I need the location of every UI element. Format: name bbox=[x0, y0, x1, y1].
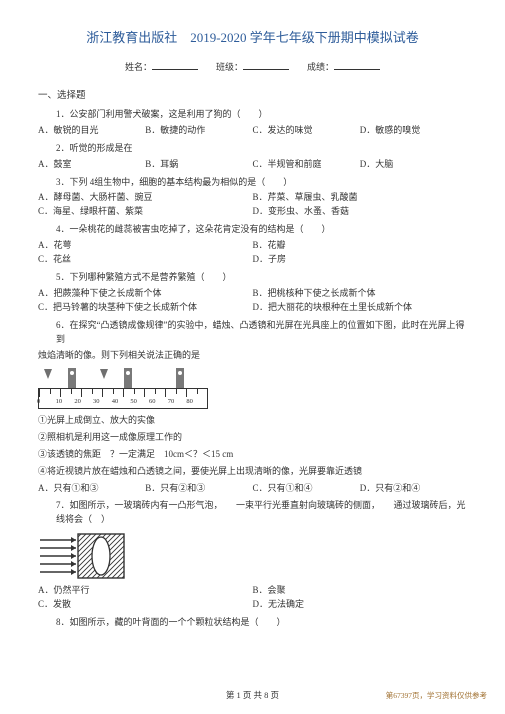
q6-stem-line1: 6．在探究“凸透镜成像规律”的实验中，蜡烛、凸透镜和光屏在光具座上的位置如下图，… bbox=[56, 319, 467, 347]
q7-opt-c[interactable]: C．发散 bbox=[38, 598, 253, 612]
q3-opt-d[interactable]: D．变形虫、水蚤、香菇 bbox=[253, 205, 468, 219]
section-1-heading: 一、选择题 bbox=[38, 89, 467, 104]
q2-opt-b[interactable]: B．耳蜗 bbox=[145, 158, 252, 172]
ruler-label: 80 bbox=[186, 397, 205, 407]
q4-stem: 4．一朵桃花的雌蕊被害虫吃掉了，这朵花肯定没有的结构是（ ） bbox=[56, 223, 467, 237]
q7-opt-a[interactable]: A．仍然平行 bbox=[38, 584, 253, 598]
lens-icon bbox=[100, 369, 108, 379]
q1-options: A．敏锐的目光 B．敏捷的动作 C．发达的味觉 D．敏感的嗅觉 bbox=[38, 124, 467, 138]
q2-options: A．鼓室 B．耳蜗 C．半规管和前庭 D．大脑 bbox=[38, 158, 467, 172]
q6-sub3: ③该透镜的焦距 ？一定满足 10cm＜？＜15 cm bbox=[38, 448, 467, 462]
q7-opt-b[interactable]: B．会聚 bbox=[253, 584, 468, 598]
q1-opt-d[interactable]: D．敏感的嗅觉 bbox=[360, 124, 467, 138]
q4-options: A．花萼 B．花瓣 C．花丝 D．子房 bbox=[38, 239, 467, 267]
name-blank[interactable] bbox=[152, 60, 198, 70]
ruler-ticks bbox=[39, 389, 207, 397]
q2-opt-a[interactable]: A．鼓室 bbox=[38, 158, 145, 172]
q6-sub2: ②照相机是利用这一成像原理工作的 bbox=[38, 431, 467, 445]
q4-opt-c[interactable]: C．花丝 bbox=[38, 253, 253, 267]
slider-2-icon bbox=[124, 368, 132, 388]
q3-opt-c[interactable]: C．海星、绿眼杆菌、紫菜 bbox=[38, 205, 253, 219]
q2-stem: 2．听觉的形成是在 bbox=[56, 142, 467, 156]
screen-icon bbox=[176, 368, 184, 388]
q1-opt-c[interactable]: C．发达的味觉 bbox=[253, 124, 360, 138]
slider-1-icon bbox=[68, 368, 76, 388]
q6-sub4: ④将近视镜片放在蜡烛和凸透镜之间，要使光屏上出现清晰的像，光屏要靠近透镜 bbox=[38, 465, 467, 479]
ruler-label: 70 bbox=[168, 397, 187, 407]
q4-opt-d[interactable]: D．子房 bbox=[253, 253, 468, 267]
q2-opt-d[interactable]: D．大脑 bbox=[360, 158, 467, 172]
ruler-label: 30 bbox=[93, 397, 112, 407]
class-blank[interactable] bbox=[243, 60, 289, 70]
class-label: 班级： bbox=[216, 62, 243, 72]
q3-stem: 3．下列 4组生物中，细胞的基本结构最为相似的是（ ） bbox=[56, 176, 467, 190]
q2-opt-c[interactable]: C．半规管和前庭 bbox=[253, 158, 360, 172]
q7-opt-d[interactable]: D．无法确定 bbox=[253, 598, 468, 612]
q7-stem: 7．如图所示，一玻璃砖内有一凸形气泡， 一束平行光垂直射向玻璃砖的侧面， 通过玻… bbox=[56, 499, 467, 527]
name-label: 姓名： bbox=[125, 62, 152, 72]
q6-opt-a[interactable]: A．只有①和③ bbox=[38, 482, 145, 496]
optical-bench-top bbox=[38, 369, 208, 389]
q6-stem-line2: 烛焰清晰的像。则下列相关说法正确的是 bbox=[38, 349, 467, 363]
score-blank[interactable] bbox=[334, 60, 380, 70]
q1-opt-b[interactable]: B．敏捷的动作 bbox=[145, 124, 252, 138]
ruler-body: 0 10 20 30 40 50 60 70 80 bbox=[38, 389, 208, 409]
candle-icon bbox=[44, 369, 52, 379]
q1-opt-a[interactable]: A．敏锐的目光 bbox=[38, 124, 145, 138]
student-info-line: 姓名： 班级： 成绩： bbox=[38, 60, 467, 75]
q6-opt-c[interactable]: C．只有①和④ bbox=[253, 482, 360, 496]
q5-stem: 5．下列哪种繁殖方式不是营养繁殖（ ） bbox=[56, 271, 467, 285]
page-title: 浙江教育出版社 2019-2020 学年七年级下册期中模拟试卷 bbox=[38, 28, 467, 48]
q5-opt-c[interactable]: C．把马铃薯的块茎种下使之长成新个体 bbox=[38, 301, 253, 315]
ruler-label: 0 bbox=[37, 397, 56, 407]
optical-bench-figure: 0 10 20 30 40 50 60 70 80 bbox=[38, 369, 208, 409]
score-label: 成绩： bbox=[307, 62, 334, 72]
ruler-label: 60 bbox=[149, 397, 168, 407]
ruler-label: 20 bbox=[74, 397, 93, 407]
ruler-numbers: 0 10 20 30 40 50 60 70 80 bbox=[39, 397, 207, 407]
exam-page: 浙江教育出版社 2019-2020 学年七年级下册期中模拟试卷 姓名： 班级： … bbox=[0, 0, 505, 714]
q7-options: A．仍然平行 B．会聚 C．发散 D．无法确定 bbox=[38, 584, 467, 612]
q5-opt-b[interactable]: B．把桃核种下使之长成新个体 bbox=[253, 287, 468, 301]
ruler-label: 50 bbox=[130, 397, 149, 407]
q6-options: A．只有①和③ B．只有②和③ C．只有①和④ D．只有②和④ bbox=[38, 482, 467, 496]
q4-opt-b[interactable]: B．花瓣 bbox=[253, 239, 468, 253]
q5-opt-a[interactable]: A．把蕨藻种下使之长成新个体 bbox=[38, 287, 253, 301]
page-footer-right: 第67397页，学习资料仅供参考 bbox=[386, 690, 487, 702]
q5-options: A．把蕨藻种下使之长成新个体 B．把桃核种下使之长成新个体 C．把马铃薯的块茎种… bbox=[38, 287, 467, 315]
q3-options: A．酵母菌、大肠杆菌、豌豆 B．芹菜、草履虫、乳酸菌 C．海星、绿眼杆菌、紫菜 … bbox=[38, 191, 467, 219]
q3-opt-a[interactable]: A．酵母菌、大肠杆菌、豌豆 bbox=[38, 191, 253, 205]
q8-stem: 8．如图所示，藏的叶背面的一个个颗粒状结构是（ ） bbox=[56, 616, 467, 630]
q6-sub1: ①光屏上成倒立、放大的实像 bbox=[38, 414, 467, 428]
prism-svg bbox=[38, 532, 158, 580]
q4-opt-a[interactable]: A．花萼 bbox=[38, 239, 253, 253]
q3-opt-b[interactable]: B．芹菜、草履虫、乳酸菌 bbox=[253, 191, 468, 205]
glass-prism-figure bbox=[38, 532, 158, 580]
q6-opt-d[interactable]: D．只有②和④ bbox=[360, 482, 467, 496]
q5-opt-d[interactable]: D．把大丽花的块根种在土里长成新个体 bbox=[253, 301, 468, 315]
q6-opt-b[interactable]: B．只有②和③ bbox=[145, 482, 252, 496]
q1-stem: 1．公安部门利用警犬破案，这是利用了狗的（ ） bbox=[56, 108, 467, 122]
ruler-label: 10 bbox=[56, 397, 75, 407]
ruler-label: 40 bbox=[112, 397, 131, 407]
